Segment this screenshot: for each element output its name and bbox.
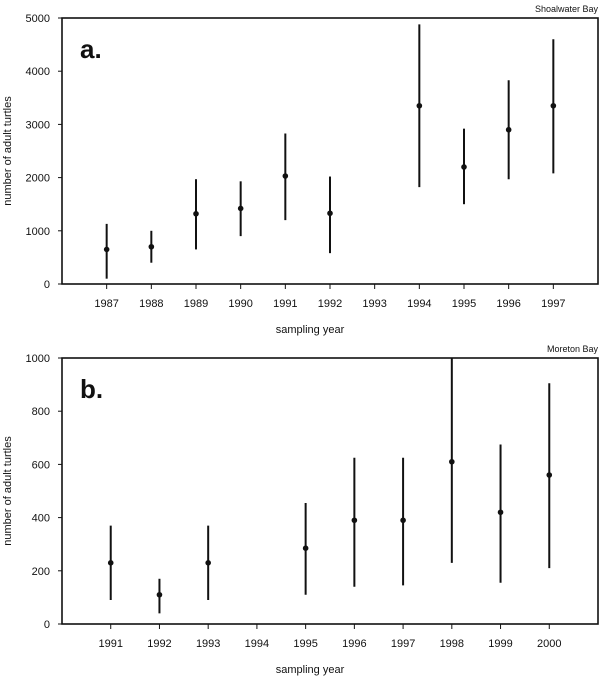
x-tick-label: 1988 xyxy=(139,298,163,310)
y-tick-label: 1000 xyxy=(26,226,50,238)
y-tick-label: 0 xyxy=(44,619,50,631)
data-point xyxy=(193,210,199,217)
chart-title: Moreton Bay xyxy=(547,344,599,354)
panel-b: Moreton Bay b. 0 200 400 600 800 1000 1991 1992 19… xyxy=(2,344,599,676)
y-tick-label: 4000 xyxy=(26,66,50,78)
data-point xyxy=(461,164,467,170)
panel-label: b. xyxy=(80,374,103,404)
data-point xyxy=(497,509,504,516)
y-axis-label: number of adult turtles xyxy=(2,436,14,546)
x-tick-label: 2000 xyxy=(537,638,561,650)
x-tick-label: 1991 xyxy=(98,638,122,650)
x-tick-label: 1990 xyxy=(228,298,252,310)
x-tick-label: 1992 xyxy=(147,638,171,650)
y-tick-label: 3000 xyxy=(26,119,50,131)
data-point xyxy=(205,560,211,566)
data-point xyxy=(302,545,309,551)
data-point xyxy=(546,472,553,478)
x-tick-label: 1998 xyxy=(440,638,464,650)
data-point xyxy=(400,517,406,524)
data-point xyxy=(103,246,110,253)
x-tick-label: 1989 xyxy=(184,298,208,310)
y-tick-label: 600 xyxy=(32,459,50,471)
x-tick-label: 1994 xyxy=(407,298,431,310)
y-tick-label: 800 xyxy=(32,406,50,418)
data-point xyxy=(282,173,289,179)
y-axis-label: number of adult turtles xyxy=(2,96,14,206)
data-point xyxy=(148,243,155,250)
panel-label: a. xyxy=(80,34,102,64)
x-tick-label: 1996 xyxy=(342,638,366,650)
x-tick-label: 1994 xyxy=(245,638,269,650)
x-tick-label: 1987 xyxy=(94,298,118,310)
x-tick-label: 1999 xyxy=(488,638,512,650)
y-tick-label: 0 xyxy=(44,279,50,291)
data-point xyxy=(156,591,163,598)
x-axis-label: sampling year xyxy=(276,664,345,676)
y-tick-label: 5000 xyxy=(26,13,50,25)
data-point xyxy=(550,102,557,109)
data-point xyxy=(237,205,244,212)
data-point xyxy=(107,560,114,566)
x-tick-label: 1993 xyxy=(362,298,386,310)
x-tick-label: 1992 xyxy=(318,298,342,310)
x-tick-label: 1997 xyxy=(391,638,415,650)
data-point xyxy=(327,210,333,217)
x-tick-label: 1995 xyxy=(293,638,317,650)
y-tick-label: 2000 xyxy=(26,173,50,185)
data-point xyxy=(505,126,512,133)
y-tick-label: 200 xyxy=(32,566,50,578)
x-tick-label: 1996 xyxy=(496,298,520,310)
data-point xyxy=(449,458,455,465)
x-tick-label: 1991 xyxy=(273,298,297,310)
data-point xyxy=(416,102,423,109)
x-tick-label: 1993 xyxy=(196,638,220,650)
y-tick-label: 1000 xyxy=(26,353,50,365)
plot-frame xyxy=(61,357,599,625)
x-tick-label: 1997 xyxy=(541,298,565,310)
x-tick-label: 1995 xyxy=(452,298,476,310)
chart-title: Shoalwater Bay xyxy=(535,4,599,14)
data-point xyxy=(351,517,358,524)
panel-a: Shoalwater Bay a. 0 1000 2000 3000 4000 5000 198… xyxy=(2,4,599,336)
x-axis-label: sampling year xyxy=(276,324,345,336)
y-tick-label: 400 xyxy=(32,513,50,525)
